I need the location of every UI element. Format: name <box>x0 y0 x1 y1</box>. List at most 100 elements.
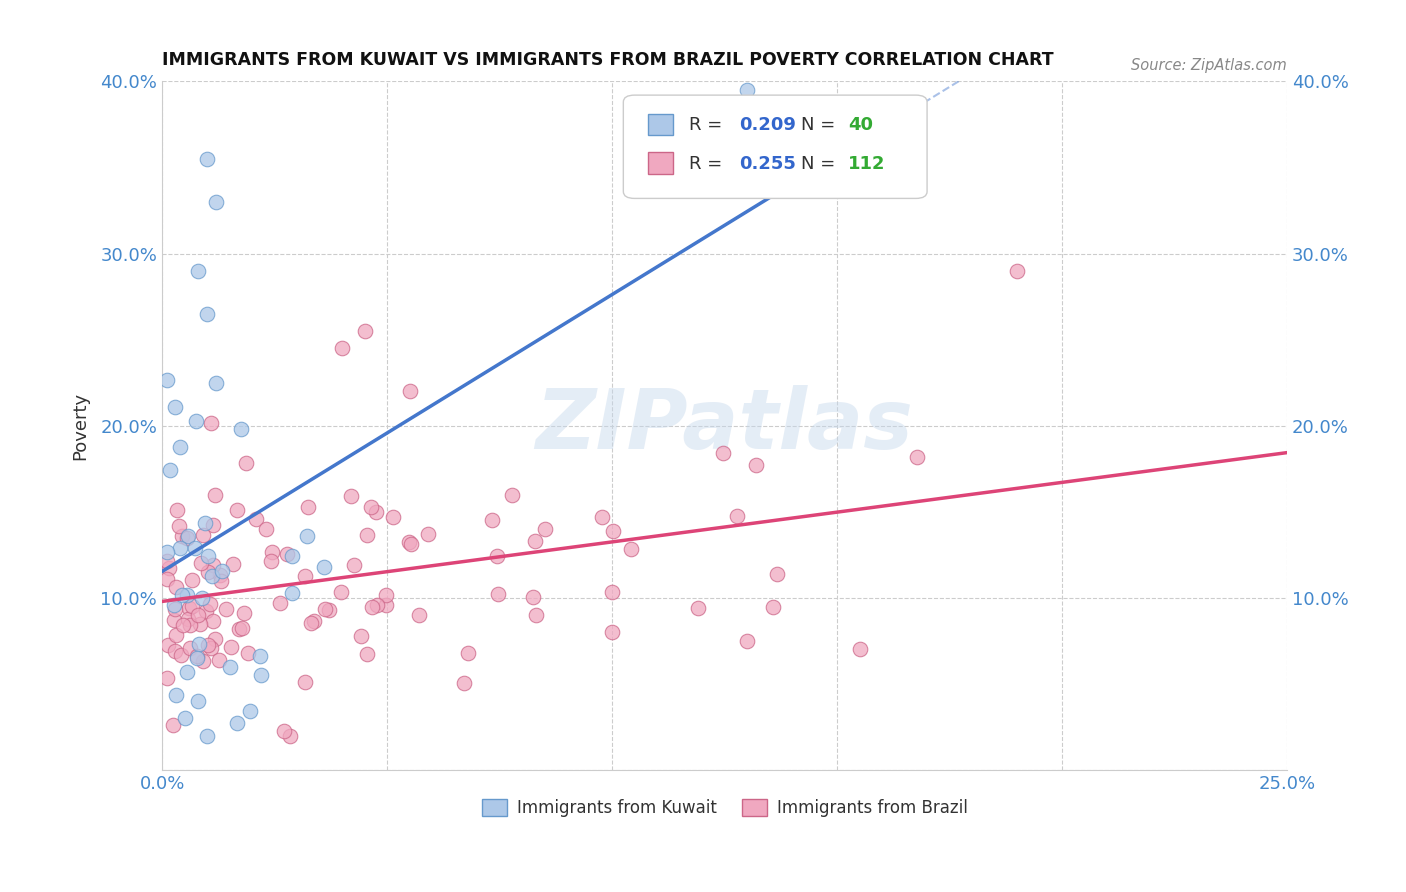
Point <box>176 589 198 603</box>
Point <box>735 83 758 97</box>
Point <box>281 585 304 599</box>
Point <box>276 547 298 561</box>
Point <box>481 513 503 527</box>
Point <box>204 488 226 502</box>
Point <box>186 414 208 428</box>
Point <box>215 601 238 615</box>
Point <box>236 646 259 660</box>
Point <box>180 573 202 587</box>
Point <box>453 676 475 690</box>
Point <box>207 653 229 667</box>
Point <box>269 596 291 610</box>
Point <box>340 489 363 503</box>
Point <box>245 511 267 525</box>
Point <box>167 519 190 533</box>
Point <box>501 488 523 502</box>
Text: IMMIGRANTS FROM KUWAIT VS IMMIGRANTS FROM BRAZIL POVERTY CORRELATION CHART: IMMIGRANTS FROM KUWAIT VS IMMIGRANTS FRO… <box>162 51 1053 69</box>
Point <box>218 659 240 673</box>
Point <box>226 716 249 731</box>
Point <box>176 531 198 545</box>
Point <box>191 654 214 668</box>
Point <box>155 671 177 685</box>
Point <box>169 440 191 454</box>
Point <box>1005 264 1028 278</box>
Point <box>201 517 224 532</box>
Point <box>191 528 214 542</box>
Point <box>183 541 205 555</box>
FancyBboxPatch shape <box>623 95 927 198</box>
Text: 0.255: 0.255 <box>740 155 796 173</box>
Point <box>524 607 547 622</box>
Point <box>848 642 870 657</box>
Point <box>179 640 201 655</box>
Point <box>155 554 177 568</box>
Point <box>165 628 187 642</box>
Point <box>364 505 387 519</box>
Point <box>163 644 186 658</box>
Point <box>172 529 194 543</box>
Point <box>239 705 262 719</box>
Point <box>179 617 201 632</box>
Point <box>186 650 208 665</box>
Point <box>488 587 510 601</box>
Point <box>197 639 219 653</box>
Point <box>211 564 233 578</box>
Point <box>200 416 222 430</box>
Point <box>254 522 277 536</box>
Point <box>162 718 184 732</box>
Point <box>260 554 283 568</box>
Point <box>195 307 218 321</box>
Text: R =: R = <box>689 155 727 173</box>
Point <box>163 601 186 615</box>
Text: 0.209: 0.209 <box>740 116 796 134</box>
Point <box>165 580 187 594</box>
Point <box>235 456 257 470</box>
Point <box>159 463 181 477</box>
Text: N =: N = <box>801 155 841 173</box>
Point <box>181 599 204 613</box>
Point <box>294 569 316 583</box>
Text: N =: N = <box>801 116 841 134</box>
Point <box>600 625 623 640</box>
Text: ZIPatlas: ZIPatlas <box>536 385 914 467</box>
Point <box>232 607 254 621</box>
Point <box>176 665 198 680</box>
Point <box>314 602 336 616</box>
Point <box>620 542 643 557</box>
Point <box>197 549 219 563</box>
Point <box>172 617 194 632</box>
Point <box>762 599 785 614</box>
Point <box>361 599 384 614</box>
Point <box>766 567 789 582</box>
Point <box>591 510 613 524</box>
Point <box>366 598 388 612</box>
Point <box>190 556 212 570</box>
Point <box>165 401 187 415</box>
Point <box>905 450 928 464</box>
Point <box>155 545 177 559</box>
Point <box>711 446 734 460</box>
Point <box>602 524 624 538</box>
Y-axis label: Poverty: Poverty <box>72 392 89 459</box>
Point <box>688 601 710 615</box>
Point <box>262 545 284 559</box>
Point <box>523 534 546 549</box>
Point <box>226 503 249 517</box>
Point <box>228 622 250 636</box>
Text: R =: R = <box>689 116 727 134</box>
Point <box>375 588 398 602</box>
Point <box>600 585 623 599</box>
Point <box>201 568 224 582</box>
Point <box>195 604 218 618</box>
Point <box>297 500 319 515</box>
Point <box>249 648 271 663</box>
Point <box>294 675 316 690</box>
Point <box>399 537 422 551</box>
Point <box>201 558 224 573</box>
Point <box>163 613 186 627</box>
Point <box>172 588 194 602</box>
Point <box>353 324 375 338</box>
Point <box>177 600 200 615</box>
Point <box>173 711 195 725</box>
Point <box>330 585 353 599</box>
